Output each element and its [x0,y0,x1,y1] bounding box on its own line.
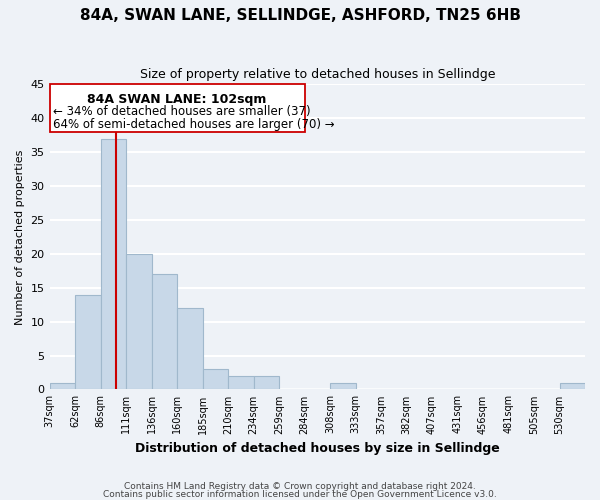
Bar [330,382,356,390]
Text: ← 34% of detached houses are smaller (37): ← 34% of detached houses are smaller (37… [53,105,310,118]
Text: Contains public sector information licensed under the Open Government Licence v3: Contains public sector information licen… [103,490,497,499]
FancyBboxPatch shape [50,84,305,132]
Bar [228,376,254,390]
Bar [254,376,279,390]
Text: Contains HM Land Registry data © Crown copyright and database right 2024.: Contains HM Land Registry data © Crown c… [124,482,476,491]
Bar [203,369,228,390]
Bar [177,308,203,390]
Bar [101,138,126,390]
Bar [560,382,585,390]
Text: 84A, SWAN LANE, SELLINDGE, ASHFORD, TN25 6HB: 84A, SWAN LANE, SELLINDGE, ASHFORD, TN25… [79,8,521,22]
Bar [152,274,177,390]
Bar [75,294,101,390]
Text: 64% of semi-detached houses are larger (70) →: 64% of semi-detached houses are larger (… [53,118,334,132]
Title: Size of property relative to detached houses in Sellindge: Size of property relative to detached ho… [140,68,495,80]
Bar [50,382,75,390]
X-axis label: Distribution of detached houses by size in Sellindge: Distribution of detached houses by size … [135,442,500,455]
Bar [126,254,152,390]
Y-axis label: Number of detached properties: Number of detached properties [15,150,25,324]
Text: 84A SWAN LANE: 102sqm: 84A SWAN LANE: 102sqm [88,92,267,106]
